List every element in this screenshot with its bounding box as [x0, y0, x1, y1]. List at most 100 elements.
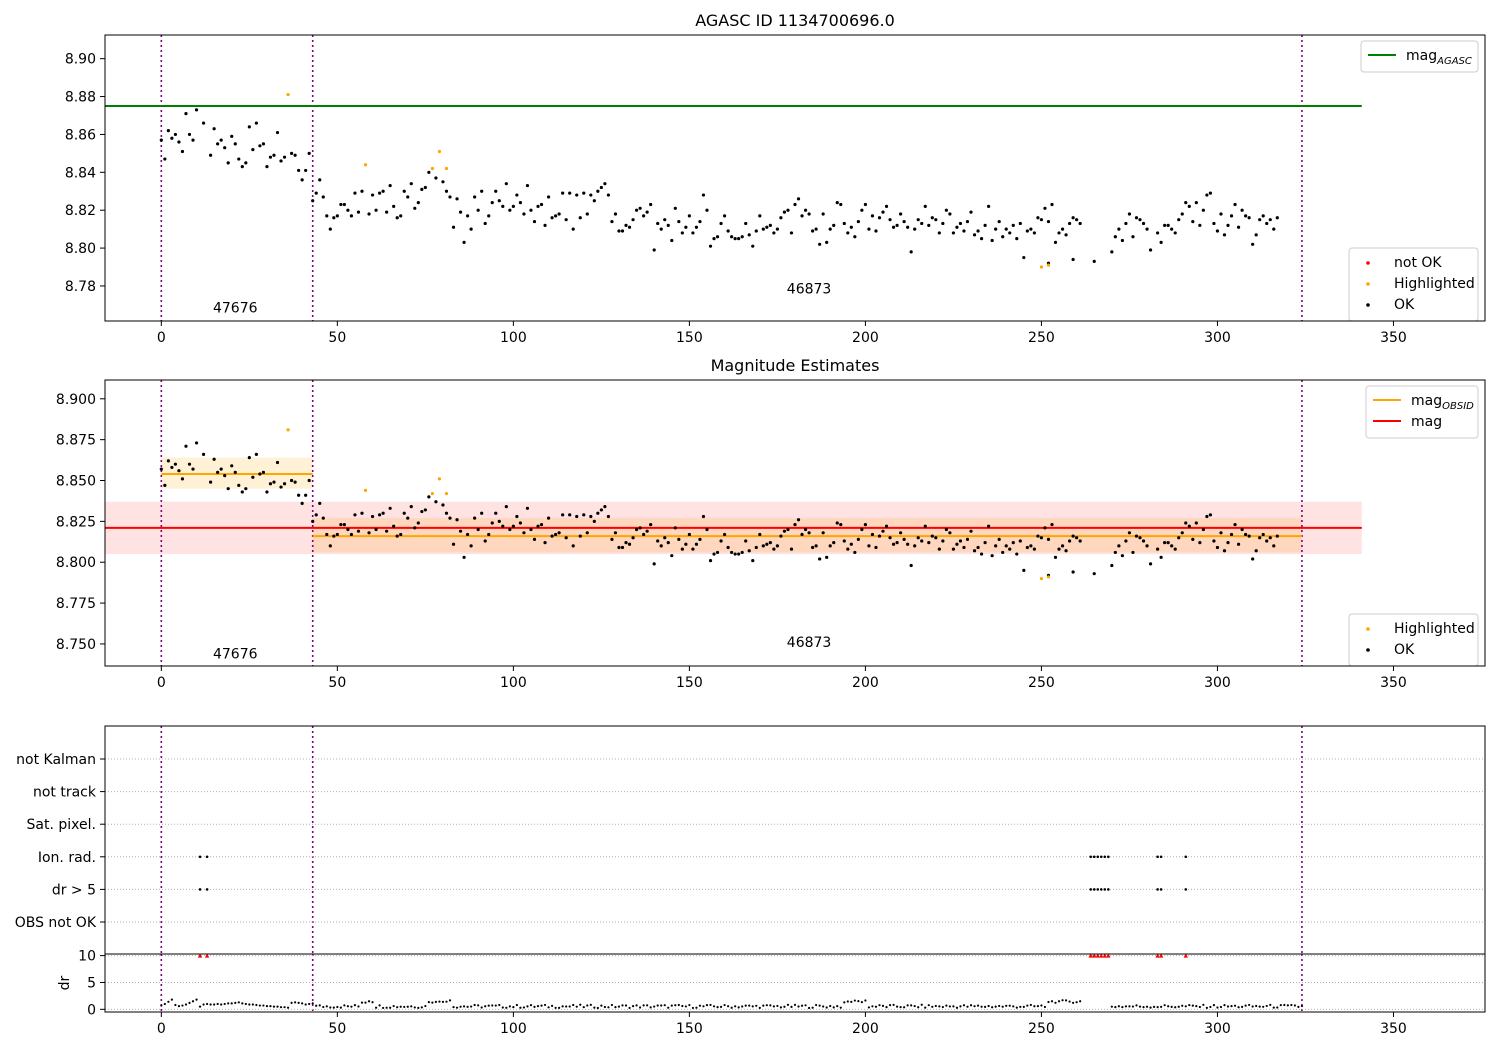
dr-point [1212, 1004, 1216, 1007]
ok-point [441, 503, 445, 507]
flag-point [1092, 855, 1096, 859]
ok-point [983, 223, 987, 227]
ok-point [582, 513, 586, 517]
dr-point [952, 1005, 955, 1008]
ok-point [691, 231, 695, 235]
ok-point [240, 490, 244, 494]
ok-point [511, 524, 515, 528]
dr-point [262, 1004, 265, 1007]
ok-point [1092, 572, 1096, 576]
highlighted-point [430, 491, 434, 496]
ok-point [515, 514, 519, 519]
ok-point [342, 202, 346, 207]
dr-point [265, 1004, 269, 1008]
ok-point [726, 545, 730, 550]
ok-point [1057, 231, 1061, 235]
dr-point [1149, 1006, 1152, 1009]
ok-point [261, 470, 266, 474]
dr-point [1216, 1006, 1219, 1009]
ok-point [1198, 223, 1202, 227]
dr-point [966, 1005, 969, 1008]
flags-panel: not Kalman not track Sat. pixel. Ion. rad. d… [15, 725, 1486, 955]
legend-label: OK [1394, 297, 1415, 313]
ok-point [775, 544, 779, 548]
flag-point [205, 855, 209, 859]
ok-point [1064, 549, 1068, 553]
ok-point [606, 193, 611, 197]
ok-point [916, 218, 920, 222]
dr-point [628, 1006, 631, 1010]
x-tick-label: 250 [1028, 675, 1055, 691]
ok-point [377, 513, 382, 517]
ok-point [265, 490, 269, 494]
dr-point [582, 1006, 585, 1009]
ok-point [652, 248, 656, 252]
ok-point [177, 469, 181, 473]
ok-point [913, 544, 917, 548]
dr-point [382, 1006, 385, 1010]
ok-point [747, 549, 751, 553]
plot-area: not Kalman not track Sat. pixel. Ion. rad. d… [15, 726, 1485, 954]
ok-point [663, 218, 667, 222]
ok-point [722, 214, 727, 218]
ok-point [909, 250, 913, 254]
ok-point [620, 229, 625, 233]
ok-point [441, 180, 445, 184]
ok-point [282, 155, 287, 159]
x-tick-label: 250 [1028, 1021, 1055, 1037]
x-tick-label: 300 [1204, 330, 1231, 346]
dr-point [1029, 1003, 1032, 1007]
ok-point [434, 176, 438, 180]
ok-point [356, 210, 361, 214]
ok-point [1001, 550, 1005, 555]
ok-point [522, 212, 526, 216]
ok-point [719, 221, 723, 226]
dr-point [744, 1004, 747, 1007]
ok-point [631, 536, 635, 540]
ok-point [328, 227, 332, 231]
ok-point [1166, 223, 1170, 227]
obsid-label: 47676 [213, 647, 258, 663]
dr-point [843, 1001, 846, 1004]
dr-point [804, 1004, 807, 1007]
ok-point [1258, 536, 1262, 540]
dr-point [1240, 1005, 1244, 1008]
dr-point [892, 1003, 895, 1006]
dr-point [163, 1002, 166, 1006]
dr-point [396, 1006, 399, 1009]
ok-point [965, 219, 970, 224]
ok-point [1222, 233, 1227, 237]
ok-point [1156, 231, 1160, 235]
ok-point [592, 199, 596, 203]
dr-point [1064, 999, 1068, 1002]
ok-point [575, 514, 579, 519]
dr-point [670, 1004, 673, 1007]
ok-point [1067, 221, 1072, 226]
dr-point [811, 1006, 814, 1009]
ok-point [1011, 541, 1015, 545]
dr-point [684, 1005, 687, 1008]
ok-point [1039, 218, 1044, 222]
ok-point [1166, 541, 1170, 545]
ok-point [691, 547, 695, 551]
ok-point [233, 142, 237, 146]
ok-point [955, 542, 959, 546]
dr-point [730, 1006, 733, 1009]
ok-point [913, 227, 917, 231]
dr-point [248, 1003, 251, 1006]
dr-point [705, 1003, 709, 1007]
ok-point [1159, 240, 1163, 244]
dr-point [1237, 1006, 1240, 1009]
ok-point [360, 511, 364, 515]
dr-point [1251, 1005, 1254, 1008]
x-tick-label: 0 [157, 330, 166, 346]
ok-point [173, 132, 178, 137]
ok-point [603, 182, 607, 186]
ok-point [765, 542, 769, 546]
ok-point [987, 524, 991, 528]
dr-point [357, 1005, 360, 1008]
ok-point [659, 544, 663, 548]
ok-point [1075, 218, 1079, 222]
dr-point [515, 1003, 518, 1007]
y-tick-label: 8.875 [56, 433, 96, 449]
